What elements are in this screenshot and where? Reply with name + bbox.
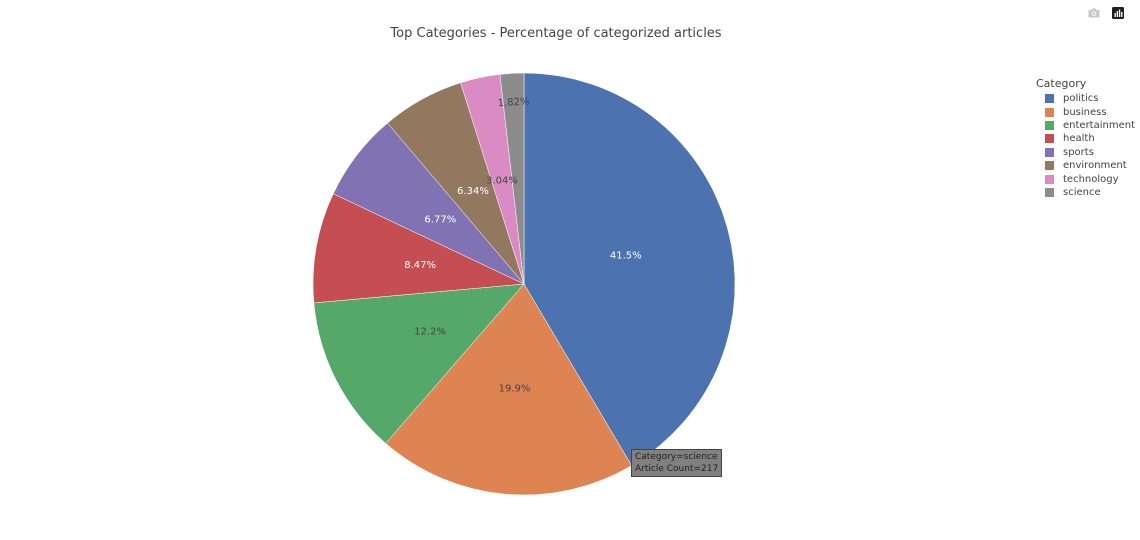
legend-swatch [1045,107,1054,117]
slice-label-business: 19.9% [499,384,531,395]
tooltip-line-category: Category=science [635,452,718,462]
chart-title: Top Categories - Percentage of categoriz… [390,26,722,41]
legend: Category politics business entertainment he… [1036,77,1135,199]
pie-slice-science[interactable] [499,72,525,285]
tooltip-line-count: Article Count=217 [635,464,719,474]
pie-slice-entertainment[interactable] [313,283,525,444]
legend-item-health[interactable]: health [1036,132,1135,145]
camera-icon[interactable] [1086,5,1102,21]
legend-label: technology [1063,173,1119,185]
legend-item-sports[interactable]: sports [1036,146,1135,159]
slice-label-health: 8.47% [404,260,436,271]
legend-item-entertainment[interactable]: entertainment [1036,119,1135,132]
legend-item-science[interactable]: science [1036,186,1135,199]
pie-slice-health[interactable] [312,193,525,304]
legend-swatch [1045,94,1054,104]
legend-swatch [1045,161,1054,171]
pie-slice-business[interactable] [385,283,632,496]
legend-item-politics[interactable]: politics [1036,92,1135,105]
legend-swatch [1045,147,1054,157]
legend-item-business[interactable]: business [1036,105,1135,118]
slice-label-sports: 6.77% [424,214,456,225]
legend-label: sports [1063,146,1094,158]
plotly-logo-icon[interactable] [1110,5,1126,21]
hover-tooltip: Category=science Article Count=217 [631,449,723,477]
slice-label-environment: 6.34% [457,186,489,197]
slice-label-technology: 3.04% [486,175,518,186]
legend-swatch [1045,134,1054,144]
legend-title: Category [1036,77,1087,90]
legend-item-technology[interactable]: technology [1036,172,1135,185]
legend-swatch [1045,187,1054,197]
slice-label-entertainment: 12.2% [414,327,446,338]
pie-slice-politics[interactable] [523,72,736,466]
modebar [1086,5,1126,21]
slice-label-science: 1.82% [497,96,529,109]
legend-label: science [1063,186,1101,198]
legend-label: politics [1063,93,1099,105]
legend-swatch [1045,120,1054,130]
legend-label: health [1063,133,1095,145]
legend-label: business [1063,106,1107,118]
legend-label: environment [1063,160,1127,172]
legend-swatch [1045,174,1054,184]
legend-item-environment[interactable]: environment [1036,159,1135,172]
legend-label: entertainment [1063,119,1135,131]
slice-label-politics: 41.5% [610,251,642,262]
